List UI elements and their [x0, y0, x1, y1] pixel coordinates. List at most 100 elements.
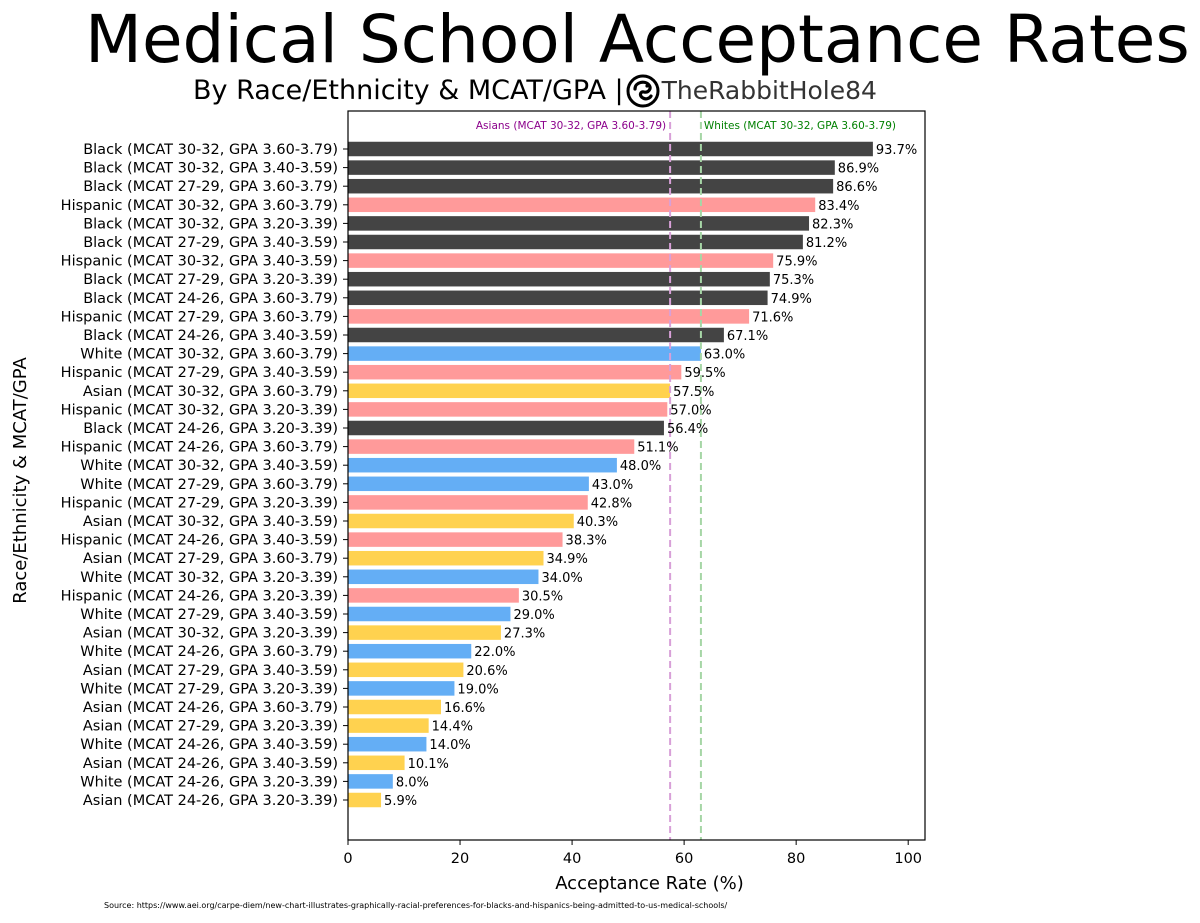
bar	[348, 662, 464, 678]
bar	[348, 625, 501, 640]
category-label: Black (MCAT 30-32, GPA 3.20-3.39)	[83, 216, 338, 232]
category-label: Black (MCAT 30-32, GPA 3.60-3.79)	[83, 142, 338, 158]
bars-layer	[348, 141, 873, 808]
bar	[348, 457, 617, 473]
category-label: Black (MCAT 30-32, GPA 3.40-3.59)	[83, 161, 338, 177]
bar	[348, 718, 429, 733]
value-label: 27.3%	[504, 627, 545, 642]
bar	[348, 439, 635, 454]
category-label: Asian (MCAT 30-32, GPA 3.20-3.39)	[83, 626, 338, 642]
x-tick-label: 100	[894, 851, 922, 867]
value-label: 86.9%	[838, 162, 879, 177]
value-label: 8.0%	[396, 775, 429, 790]
bar	[348, 197, 816, 213]
value-label: 82.3%	[812, 217, 853, 232]
bar	[348, 476, 589, 492]
bar	[348, 606, 511, 622]
bar	[348, 755, 405, 771]
category-label: White (MCAT 30-32, GPA 3.20-3.39)	[80, 570, 338, 586]
value-label: 14.4%	[432, 720, 473, 735]
bar	[348, 681, 455, 696]
category-label: Hispanic (MCAT 30-32, GPA 3.60-3.79)	[61, 198, 338, 214]
category-label: Asian (MCAT 27-29, GPA 3.40-3.59)	[83, 663, 338, 679]
category-label: White (MCAT 27-29, GPA 3.20-3.39)	[80, 681, 338, 697]
category-label: Asian (MCAT 24-26, GPA 3.60-3.79)	[83, 700, 338, 716]
bar	[348, 253, 774, 268]
brand-name: TheRabbitHole84	[661, 76, 877, 105]
category-label: Black (MCAT 24-26, GPA 3.40-3.59)	[83, 328, 338, 344]
value-label: 57.5%	[673, 385, 714, 400]
bar	[348, 532, 563, 547]
value-label: 14.0%	[429, 738, 470, 753]
subtitle-row: By Race/Ethnicity & MCAT/GPA | TheRabbit…	[193, 71, 877, 111]
category-label: Hispanic (MCAT 24-26, GPA 3.40-3.59)	[61, 533, 338, 549]
category-label: Hispanic (MCAT 27-29, GPA 3.40-3.59)	[61, 365, 338, 381]
value-label: 38.3%	[566, 534, 607, 549]
bar	[348, 290, 768, 306]
category-label: Hispanic (MCAT 27-29, GPA 3.20-3.39)	[61, 495, 338, 511]
bar	[348, 792, 382, 808]
x-tick-label: 0	[343, 851, 352, 867]
bar	[348, 402, 668, 417]
value-label: 30.5%	[522, 589, 563, 604]
bar	[348, 420, 664, 436]
bar	[348, 327, 724, 343]
x-tick-label: 80	[787, 851, 805, 867]
bar	[348, 234, 803, 250]
bar	[348, 271, 770, 287]
bar	[348, 346, 701, 361]
reference-line-label: Asians (MCAT 30-32, GPA 3.60-3.79)	[476, 120, 666, 132]
value-label: 22.0%	[474, 645, 515, 660]
value-label: 20.6%	[466, 664, 507, 679]
value-label: 93.7%	[876, 143, 917, 158]
bar	[348, 141, 873, 157]
value-label: 75.3%	[773, 273, 814, 288]
rabbit-logo-icon	[626, 74, 660, 108]
bar	[348, 774, 393, 789]
category-label: White (MCAT 27-29, GPA 3.40-3.59)	[80, 607, 338, 623]
category-label: Black (MCAT 27-29, GPA 3.60-3.79)	[83, 179, 338, 195]
category-label: White (MCAT 24-26, GPA 3.60-3.79)	[80, 644, 338, 660]
value-label: 51.1%	[637, 441, 678, 456]
x-tick-label: 60	[675, 851, 693, 867]
value-label: 56.4%	[667, 422, 708, 437]
category-label: White (MCAT 27-29, GPA 3.60-3.79)	[80, 477, 338, 493]
value-label: 63.0%	[704, 348, 745, 363]
category-label: White (MCAT 24-26, GPA 3.20-3.39)	[80, 774, 338, 790]
plot-frame	[347, 110, 926, 841]
category-label: Black (MCAT 24-26, GPA 3.20-3.39)	[83, 421, 338, 437]
bar	[348, 383, 671, 399]
x-axis-label: Acceptance Rate (%)	[555, 873, 744, 894]
reference-lines-layer: Asians (MCAT 30-32, GPA 3.60-3.79) Whites…	[476, 111, 896, 840]
category-label: White (MCAT 30-32, GPA 3.40-3.59)	[80, 458, 338, 474]
value-label: 86.6%	[836, 180, 877, 195]
value-label: 48.0%	[620, 459, 661, 474]
category-label: Hispanic (MCAT 30-32, GPA 3.40-3.59)	[61, 254, 338, 270]
bar	[348, 216, 810, 231]
category-label: Hispanic (MCAT 30-32, GPA 3.20-3.39)	[61, 402, 338, 418]
bar	[348, 643, 472, 659]
bar	[348, 588, 519, 603]
value-label: 81.2%	[806, 236, 847, 251]
value-labels-layer: 93.7% 86.9% 86.6% 83.4% 82.3% 81.2% 75.9% 75.3%…	[384, 143, 917, 809]
bar	[348, 495, 588, 510]
category-label: Black (MCAT 24-26, GPA 3.60-3.79)	[83, 291, 338, 307]
bar	[348, 736, 427, 752]
bar	[348, 364, 682, 380]
value-label: 19.0%	[457, 682, 498, 697]
value-label: 75.9%	[776, 255, 817, 270]
category-label: Asian (MCAT 24-26, GPA 3.40-3.59)	[83, 756, 338, 772]
x-axis-ticks-layer: 0 20 40 60 80 100	[343, 840, 922, 867]
bar	[348, 513, 574, 529]
bar	[348, 569, 539, 585]
value-label: 42.8%	[591, 496, 632, 511]
value-label: 59.5%	[684, 366, 725, 381]
value-label: 10.1%	[408, 757, 449, 772]
bar	[348, 699, 441, 715]
value-label: 43.0%	[592, 478, 633, 493]
value-label: 40.3%	[577, 515, 618, 530]
category-label: White (MCAT 24-26, GPA 3.40-3.59)	[80, 737, 338, 753]
category-label: Asian (MCAT 27-29, GPA 3.20-3.39)	[83, 719, 338, 735]
value-label: 5.9%	[384, 794, 417, 809]
